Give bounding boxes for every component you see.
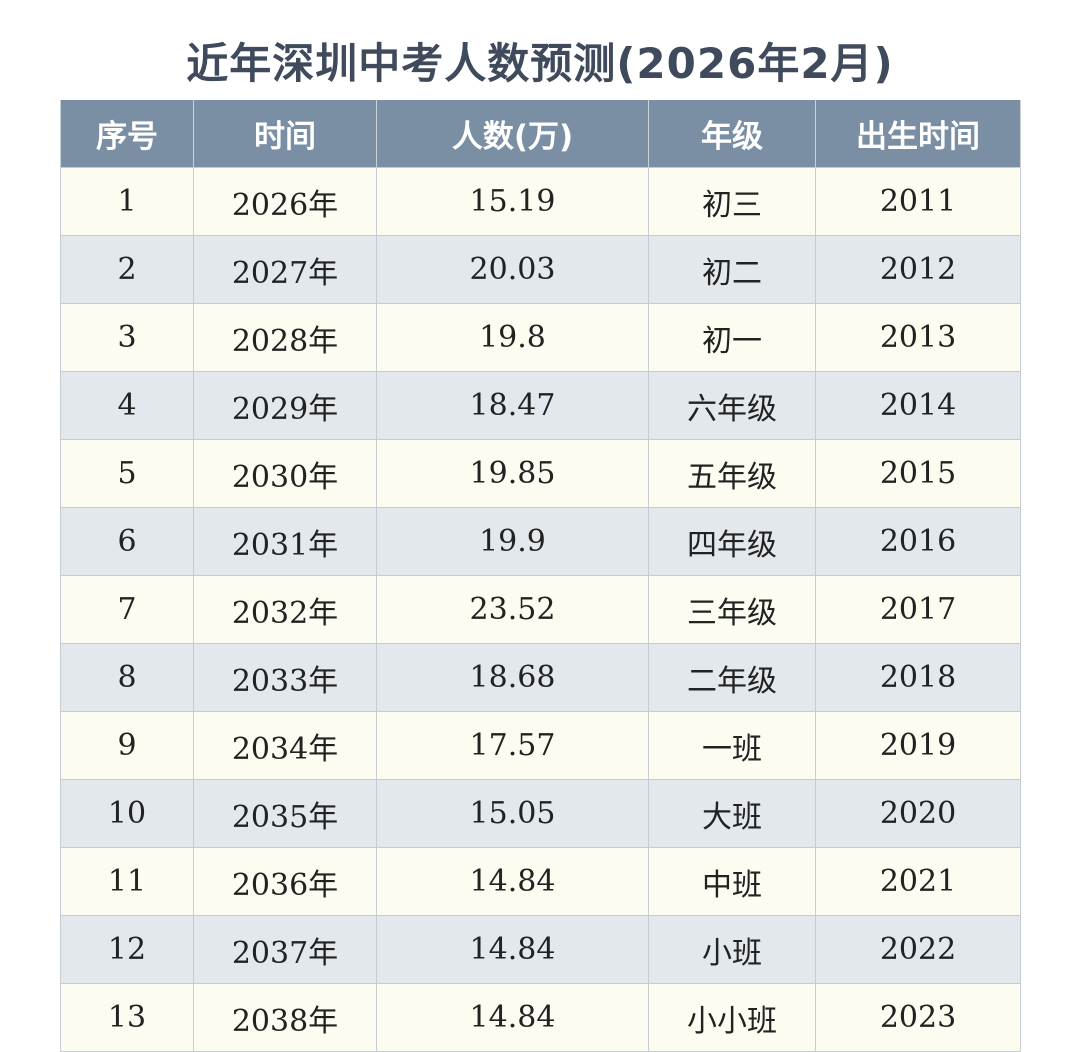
table-row: 13 2038年 14.84 小小班 2023: [60, 983, 1021, 1052]
table-cell: 14.84: [376, 983, 649, 1052]
table-cell: 2019: [815, 711, 1021, 780]
table-cell: 11: [60, 847, 194, 916]
table-cell: 2022: [815, 915, 1021, 984]
table-cell: 2027年: [193, 235, 377, 304]
table-cell: 2030年: [193, 439, 377, 508]
table-cell: 2018: [815, 643, 1021, 712]
table-cell: 15.05: [376, 779, 649, 848]
table-cell: 1: [60, 167, 194, 236]
table-cell: 2017: [815, 575, 1021, 644]
table-cell: 3: [60, 303, 194, 372]
table-row: 12 2037年 14.84 小班 2022: [60, 915, 1021, 984]
table-cell: 2034年: [193, 711, 377, 780]
table-row: 8 2033年 18.68 二年级 2018: [60, 643, 1021, 712]
table-cell: 7: [60, 575, 194, 644]
table-row: 3 2028年 19.8 初一 2013: [60, 303, 1021, 372]
table-cell: 9: [60, 711, 194, 780]
table-cell: 15.19: [376, 167, 649, 236]
table-cell: 19.8: [376, 303, 649, 372]
table-cell: 一班: [648, 711, 816, 780]
table-cell: 13: [60, 983, 194, 1052]
header-cell: 出生时间: [815, 100, 1021, 168]
table-cell: 2032年: [193, 575, 377, 644]
title: 近年深圳中考人数预测(2026年2月): [186, 39, 894, 88]
table-cell: 18.47: [376, 371, 649, 440]
table-row: 6 2031年 19.9 四年级 2016: [60, 507, 1021, 576]
table-cell: 2028年: [193, 303, 377, 372]
table-row: 11 2036年 14.84 中班 2021: [60, 847, 1021, 916]
table-cell: 2013: [815, 303, 1021, 372]
table-cell: 初二: [648, 235, 816, 304]
table-cell: 初三: [648, 167, 816, 236]
table-row: 4 2029年 18.47 六年级 2014: [60, 371, 1021, 440]
table-cell: 2012: [815, 235, 1021, 304]
table-cell: 23.52: [376, 575, 649, 644]
table-cell: 2016: [815, 507, 1021, 576]
table-cell: 2037年: [193, 915, 377, 984]
table-cell: 2026年: [193, 167, 377, 236]
table-cell: 6: [60, 507, 194, 576]
table-cell: 2015: [815, 439, 1021, 508]
table-cell: 初一: [648, 303, 816, 372]
table-row: 2 2027年 20.03 初二 2012: [60, 235, 1021, 304]
table-cell: 14.84: [376, 915, 649, 984]
table-row: 1 2026年 15.19 初三 2011: [60, 167, 1021, 236]
header-row: 序号 时间 人数(万) 年级 出生时间: [60, 100, 1021, 168]
table-cell: 2011: [815, 167, 1021, 236]
header-cell: 序号: [60, 100, 194, 168]
table-cell: 2014: [815, 371, 1021, 440]
table-cell: 小班: [648, 915, 816, 984]
table-cell: 2029年: [193, 371, 377, 440]
table-cell: 大班: [648, 779, 816, 848]
table-cell: 4: [60, 371, 194, 440]
table-row: 7 2032年 23.52 三年级 2017: [60, 575, 1021, 644]
table-cell: 2033年: [193, 643, 377, 712]
table-body: 1 2026年 15.19 初三 2011 2 2027年 20.03 初二 2012 3 2028年…: [60, 167, 1021, 1052]
header-cell: 时间: [193, 100, 377, 168]
table-cell: 10: [60, 779, 194, 848]
table-cell: 2036年: [193, 847, 377, 916]
header-cell: 人数(万): [376, 100, 649, 168]
table: 序号 时间 人数(万) 年级 出生时间 1 2026年 15.19 初三 2011 2 2027年 2…: [60, 100, 1021, 1052]
table-cell: 五年级: [648, 439, 816, 508]
table-cell: 12: [60, 915, 194, 984]
table-cell: 20.03: [376, 235, 649, 304]
table-row: 10 2035年 15.05 大班 2020: [60, 779, 1021, 848]
table-cell: 四年级: [648, 507, 816, 576]
table-cell: 5: [60, 439, 194, 508]
table-cell: 小小班: [648, 983, 816, 1052]
table-cell: 2021: [815, 847, 1021, 916]
table-cell: 2031年: [193, 507, 377, 576]
table-cell: 2: [60, 235, 194, 304]
table-row: 9 2034年 17.57 一班 2019: [60, 711, 1021, 780]
table-cell: 17.57: [376, 711, 649, 780]
header-cell: 年级: [648, 100, 816, 168]
table-cell: 19.85: [376, 439, 649, 508]
table-cell: 二年级: [648, 643, 816, 712]
table-cell: 18.68: [376, 643, 649, 712]
table-cell: 19.9: [376, 507, 649, 576]
table-cell: 六年级: [648, 371, 816, 440]
table-cell: 2023: [815, 983, 1021, 1052]
table-cell: 2035年: [193, 779, 377, 848]
table-cell: 14.84: [376, 847, 649, 916]
table-cell: 2020: [815, 779, 1021, 848]
table-cell: 2038年: [193, 983, 377, 1052]
table-cell: 8: [60, 643, 194, 712]
table-cell: 三年级: [648, 575, 816, 644]
table-cell: 中班: [648, 847, 816, 916]
table-row: 5 2030年 19.85 五年级 2015: [60, 439, 1021, 508]
